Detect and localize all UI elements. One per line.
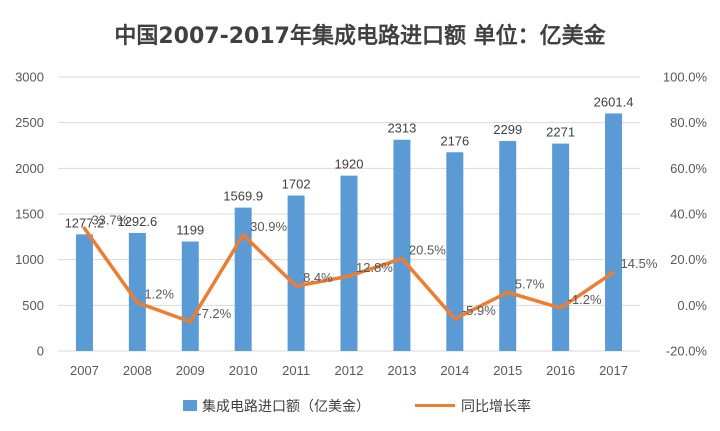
bar bbox=[128, 232, 146, 351]
left-axis-tick-label: 2000 bbox=[15, 161, 44, 176]
x-axis-tick-label: 2010 bbox=[229, 363, 258, 378]
bar bbox=[552, 143, 570, 351]
bar-data-label: 1277.2 bbox=[65, 215, 105, 230]
left-axis-tick-label: 3000 bbox=[15, 70, 44, 85]
line-point bbox=[559, 306, 563, 310]
line-data-label: 12.8% bbox=[356, 260, 393, 275]
line-series bbox=[82, 226, 616, 324]
line-point bbox=[135, 301, 139, 305]
legend-swatch-bar bbox=[183, 400, 197, 411]
bar-data-label: 1199 bbox=[176, 222, 204, 237]
left-axis-tick-label: 500 bbox=[22, 298, 44, 313]
right-axis-ticks: -20.0% 0.0% 20.0% 40.0% 60.0% 80.0% 100.0% bbox=[663, 70, 708, 359]
bar-data-label: 2176 bbox=[440, 133, 469, 148]
bar bbox=[393, 139, 411, 351]
legend: 集成电路进口额（亿美金） 同比增长率 bbox=[183, 398, 531, 415]
line-data-labels: 33.7% 1.2% -7.2% 30.9% 8.4% 12.8% 20.5% -5.9% 5.… bbox=[91, 212, 657, 320]
bar-data-label: 1292.6 bbox=[117, 214, 157, 229]
x-axis-tick-label: 2009 bbox=[176, 363, 205, 378]
x-axis-tick-label: 2013 bbox=[387, 363, 416, 378]
right-axis-tick-label: 40.0% bbox=[670, 207, 707, 222]
line-point bbox=[453, 317, 457, 321]
right-axis-tick-label: 100.0% bbox=[663, 70, 708, 85]
line-point bbox=[400, 257, 404, 261]
legend-label-line: 同比增长率 bbox=[461, 398, 531, 415]
bar-data-labels: 1277.2 1292.6 1199 1569.9 1702 1920 2313 2176 22… bbox=[65, 94, 634, 237]
line-data-label: 20.5% bbox=[409, 243, 446, 258]
line-data-label: 14.5% bbox=[621, 256, 658, 271]
line-data-label: -7.2% bbox=[197, 306, 231, 321]
x-axis-tick-label: 2007 bbox=[70, 363, 99, 378]
line-data-label: 5.7% bbox=[515, 276, 545, 291]
x-axis-tick-label: 2011 bbox=[282, 363, 310, 378]
bar-data-label: 2299 bbox=[493, 122, 522, 137]
right-axis-tick-label: 0.0% bbox=[677, 298, 707, 313]
right-axis-tick-label: 60.0% bbox=[670, 161, 707, 176]
bar-data-label: 2313 bbox=[387, 121, 416, 136]
line-point bbox=[294, 284, 298, 288]
x-axis-ticks: 2007 2008 2009 2010 2011 2012 2013 2014 2015 2016… bbox=[70, 363, 628, 378]
line-data-label: 33.7% bbox=[91, 212, 128, 227]
right-axis-tick-label: 80.0% bbox=[670, 115, 707, 130]
x-axis-tick-label: 2017 bbox=[599, 363, 628, 378]
line-point bbox=[612, 270, 616, 274]
x-axis-tick-label: 2015 bbox=[493, 363, 522, 378]
line-data-label: 30.9% bbox=[250, 219, 287, 234]
bar-series bbox=[75, 113, 623, 352]
left-axis-tick-label: 0 bbox=[37, 344, 44, 359]
bar-data-label: 1569.9 bbox=[223, 189, 263, 204]
left-axis-tick-label: 1500 bbox=[15, 207, 44, 222]
bar-data-label: 1702 bbox=[282, 177, 311, 192]
bar bbox=[287, 195, 305, 351]
left-axis-tick-label: 2500 bbox=[15, 115, 44, 130]
bar bbox=[605, 113, 623, 352]
left-axis-ticks: 0 500 1000 1500 2000 2500 3000 bbox=[15, 70, 44, 359]
left-axis-tick-label: 1000 bbox=[15, 252, 44, 267]
line-data-label: -5.9% bbox=[462, 303, 496, 318]
bar-data-label: 1920 bbox=[335, 157, 364, 172]
line-point bbox=[506, 290, 510, 294]
line-data-label: -1.2% bbox=[568, 292, 602, 307]
line-point bbox=[188, 320, 192, 324]
x-axis-tick-label: 2014 bbox=[440, 363, 469, 378]
right-axis-tick-label: 20.0% bbox=[670, 252, 707, 267]
chart-title: 中国2007-2017年集成电路进口额 单位：亿美金 bbox=[114, 23, 606, 49]
line-point bbox=[347, 274, 351, 278]
right-axis-tick-label: -20.0% bbox=[666, 344, 708, 359]
bar bbox=[181, 241, 199, 351]
legend-label-bar: 集成电路进口额（亿美金） bbox=[202, 398, 370, 415]
x-axis-tick-label: 2008 bbox=[123, 363, 152, 378]
bar-data-label: 2271 bbox=[546, 125, 575, 140]
bar bbox=[75, 234, 93, 351]
line-data-label: 1.2% bbox=[144, 287, 174, 302]
line-point bbox=[241, 233, 245, 237]
line-point bbox=[82, 226, 86, 230]
bar bbox=[499, 141, 517, 351]
bar-data-label: 2601.4 bbox=[594, 94, 634, 109]
x-axis-tick-label: 2012 bbox=[335, 363, 364, 378]
line-data-label: 8.4% bbox=[303, 270, 333, 285]
bar bbox=[234, 207, 252, 351]
bar bbox=[340, 175, 358, 351]
x-axis-tick-label: 2016 bbox=[546, 363, 575, 378]
bar bbox=[446, 152, 464, 351]
